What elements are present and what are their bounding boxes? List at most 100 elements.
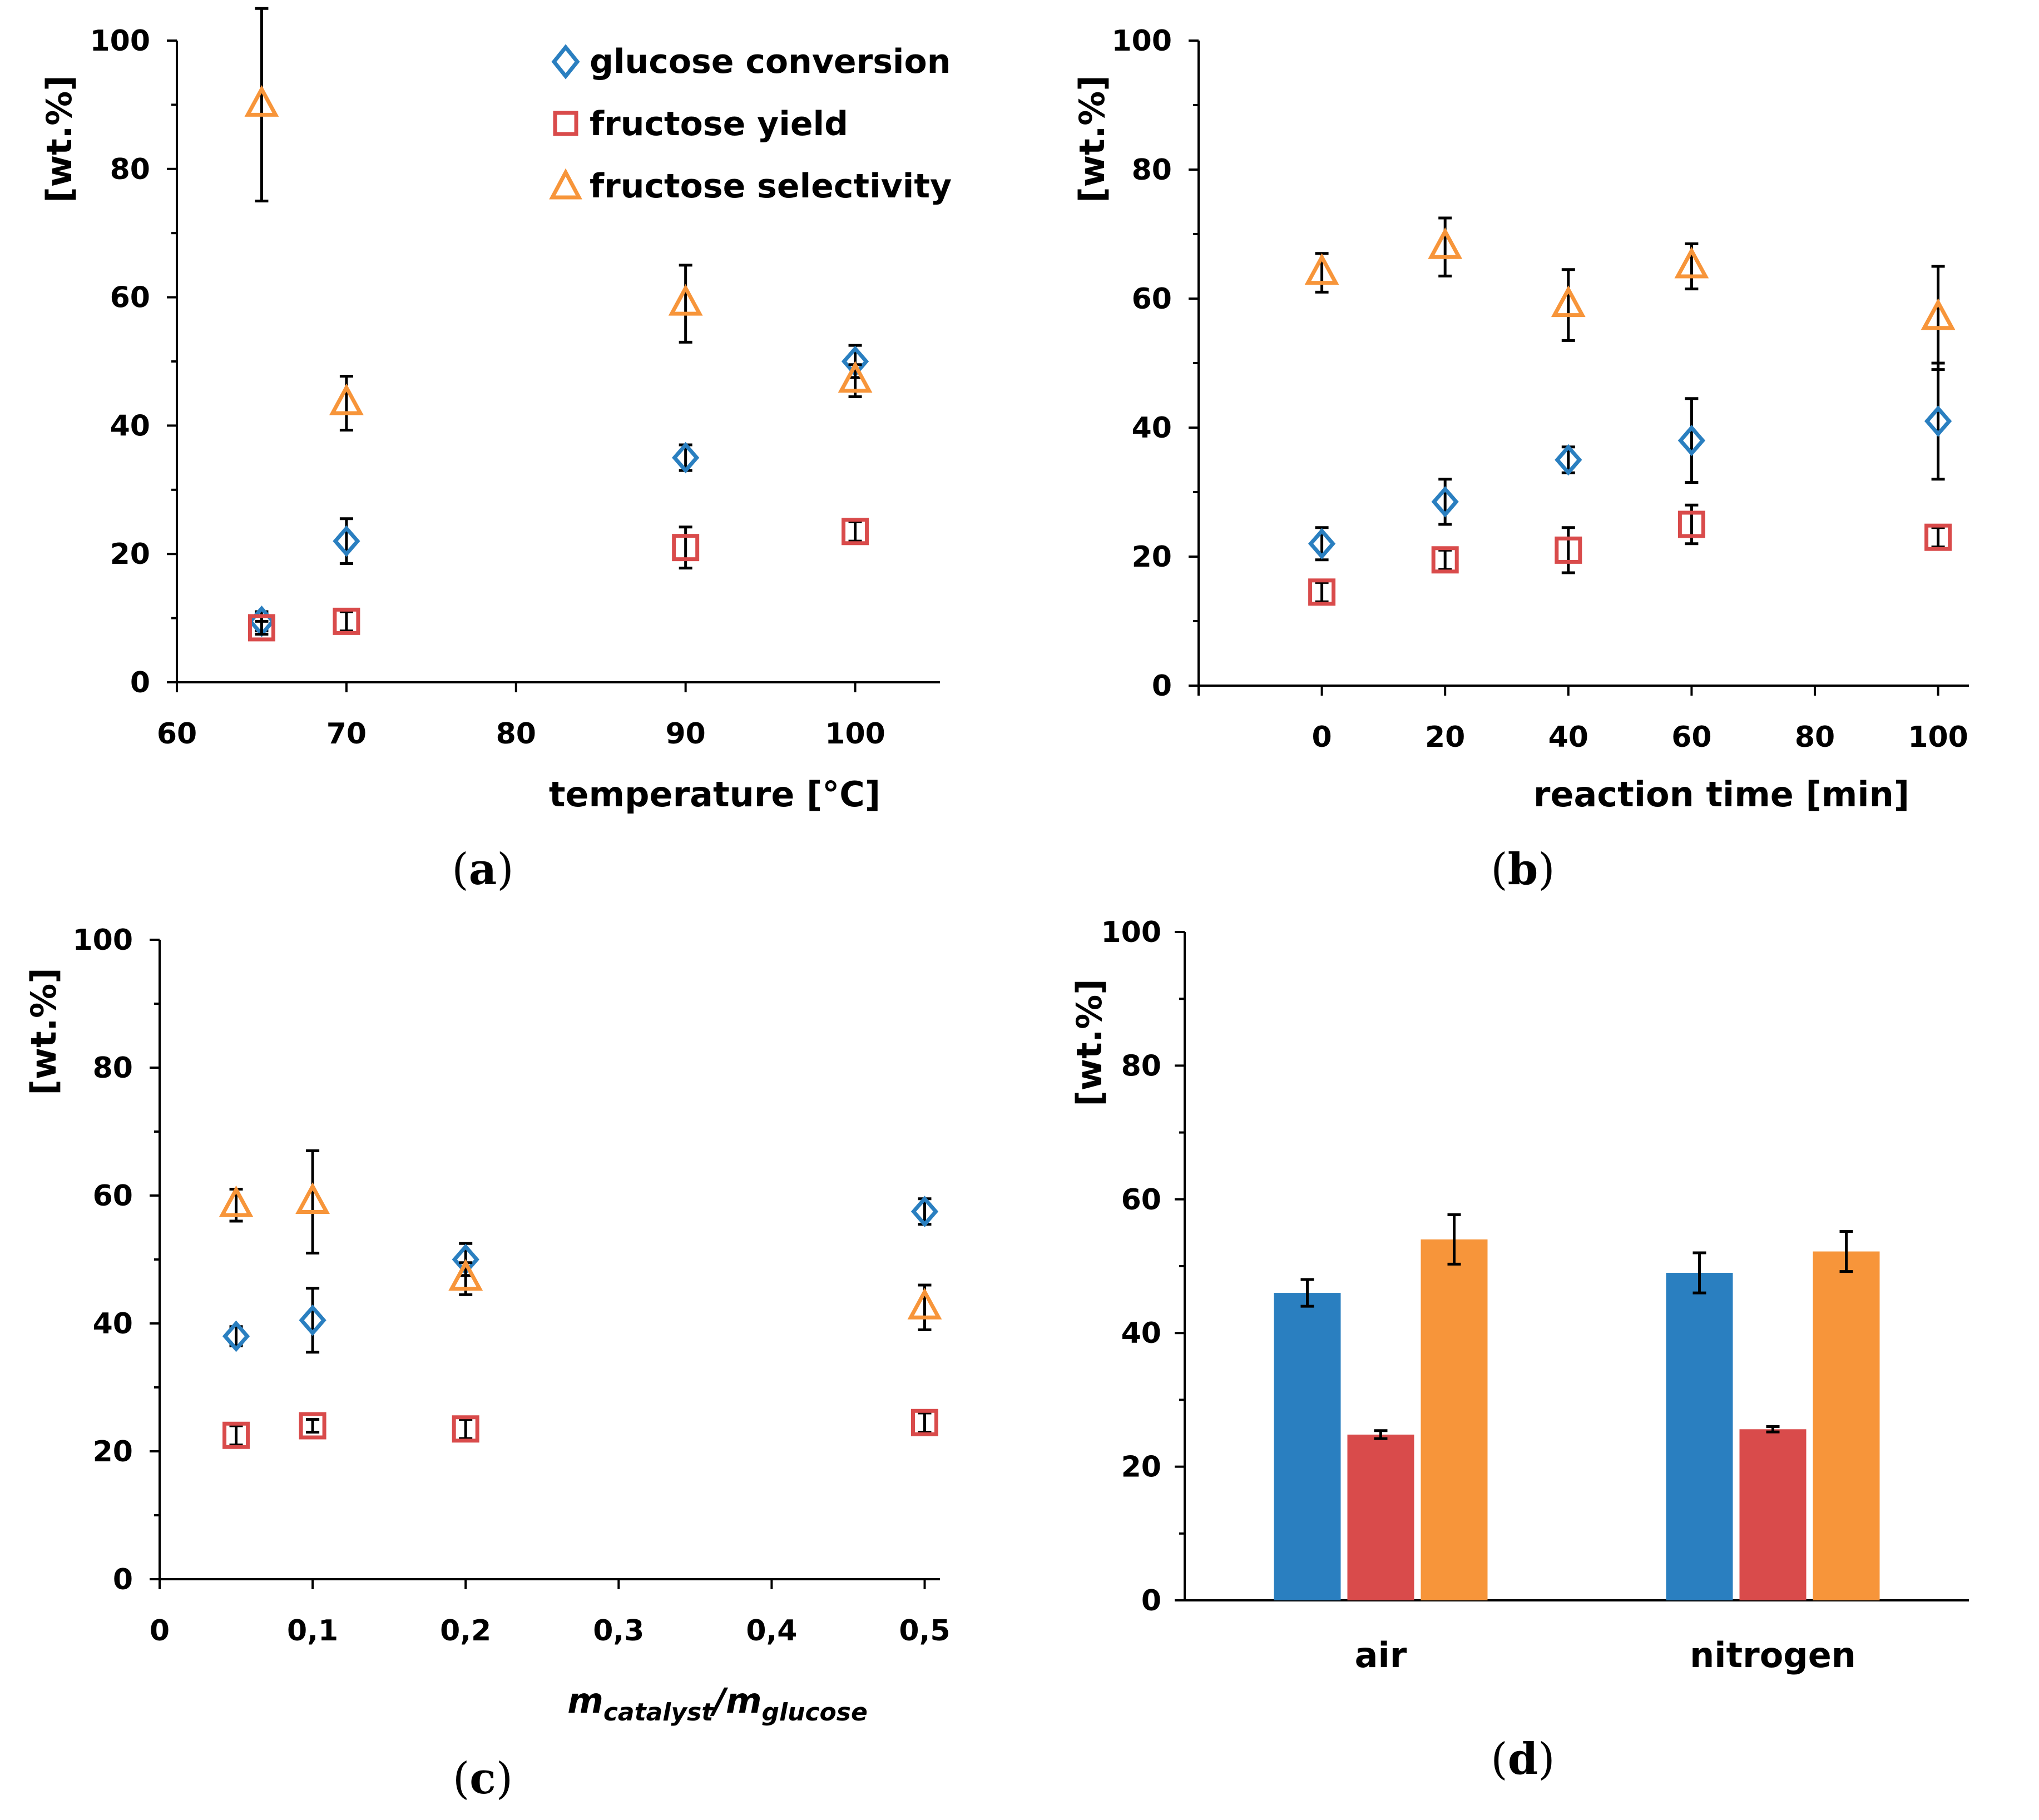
panel-d-bar-air-fructose-selectivity	[1421, 1239, 1488, 1600]
panel-b-axes: 0 20 40 60 80 100 0 20 40 60 80 100	[1111, 24, 1969, 754]
panel-b-y-tick-label: 100	[1111, 24, 1172, 58]
panel-c-axes: 0 20 40 60 80 100 0 0,1 0,2 0,3 0,4 0,5	[72, 924, 950, 1648]
panel-b-fructose-selectivity-point	[1921, 298, 1956, 330]
panel-b-glucose-conversion-point	[1924, 405, 1952, 437]
panel-c-x-tick-label: 0,2	[440, 1614, 491, 1648]
panel-d-bar-air-glucose-conversion	[1274, 1293, 1341, 1600]
panel-c-fructose-selectivity-point	[219, 1185, 254, 1217]
panel-d-y-tick-label: 0	[1141, 1584, 1161, 1618]
panel-a-fructose-selectivity-point	[838, 361, 873, 393]
panel-d-bar-chart: 0 20 40 60 80 100 air nitrogen [wt.%]	[1069, 916, 1969, 1675]
panel-a-fructose-selectivity-point	[668, 284, 703, 316]
legend: glucose conversion fructose yield fructo…	[549, 42, 952, 206]
panel-b-fructose-selectivity-point	[1674, 246, 1709, 279]
panel-a-glucose-conversion-point	[672, 442, 700, 474]
panel-c-marks	[219, 1149, 942, 1449]
panel-c-fructose-yield-point	[222, 1421, 250, 1449]
panel-label-c-letter: c	[469, 1753, 496, 1804]
panel-b-fructose-selectivity-point	[1551, 285, 1586, 318]
panel-c-y-tick-label: 100	[72, 924, 133, 957]
panel-a-x-tick-label: 80	[496, 717, 536, 751]
panel-d-bar-nitrogen-fructose-yield	[1739, 1429, 1807, 1600]
panel-c-fructose-selectivity-point	[907, 1287, 942, 1320]
panel-b-glucose-conversion-point	[1308, 528, 1336, 560]
panel-a-y-axis-title: [wt.%]	[39, 75, 80, 202]
panel-c-x-tick-label: 0,1	[287, 1614, 338, 1648]
panel-d-y-tick-label: 40	[1121, 1317, 1161, 1350]
panel-a-fructose-yield-point	[333, 607, 360, 635]
panel-b-x-tick-label: 40	[1548, 721, 1588, 754]
panel-a-x-tick-label: 100	[825, 717, 885, 751]
panel-d-category-label-air: air	[1355, 1635, 1407, 1675]
panel-c-fructose-yield-point	[452, 1415, 479, 1443]
panel-a-y-tick-label: 40	[110, 409, 150, 443]
legend-marker-diamond	[551, 44, 580, 80]
panel-b-marks	[1304, 216, 1956, 606]
panel-b-y-tick-label: 20	[1132, 540, 1172, 574]
panel-d-bar-air-fructose-yield	[1347, 1434, 1414, 1600]
panel-label-d: (d)	[1491, 1734, 1555, 1784]
panel-a-fructose-selectivity-point	[244, 85, 279, 117]
panel-label-c: (c)	[453, 1753, 513, 1804]
panel-c-x-tick-label: 0,5	[899, 1614, 950, 1648]
panel-b-glucose-conversion-point	[1555, 444, 1582, 476]
legend-marker-square	[553, 111, 578, 136]
panel-label-b: (b)	[1491, 844, 1555, 895]
panel-c-y-tick-label: 80	[93, 1052, 133, 1085]
panel-label-a: (a)	[452, 844, 513, 895]
panel-d-y-tick-label: 80	[1121, 1049, 1161, 1083]
panel-d-y-tick-label: 100	[1101, 916, 1161, 949]
panel-b-fructose-yield-point	[1677, 510, 1705, 538]
panel-b-y-tick-label: 80	[1132, 153, 1172, 187]
legend-item-fructose-yield: fructose yield	[553, 105, 848, 143]
panel-b-x-tick-label: 60	[1671, 721, 1711, 754]
panel-a-axes: 0 20 40 60 80 100 60 70 80 90 100	[90, 24, 940, 751]
legend-item-fructose-selectivity: fructose selectivity	[549, 167, 952, 206]
panel-b-x-tick-label: 80	[1795, 721, 1835, 754]
panel-d-marks	[1274, 1213, 1880, 1600]
legend-label-fructose-selectivity: fructose selectivity	[590, 167, 952, 206]
panel-b-x-tick-label: 0	[1312, 721, 1332, 754]
panel-c-scatter-plot: 0 20 40 60 80 100 0 0,1 0,2 0,3 0,4 0,5 mcatalyst/m…	[23, 924, 951, 1727]
panel-c-fructose-selectivity-point	[295, 1182, 330, 1214]
panel-a-fructose-yield-point	[672, 534, 700, 562]
panel-a-x-tick-label: 90	[665, 717, 705, 751]
panel-a-y-tick-label: 0	[130, 666, 150, 700]
panel-a-x-tick-label: 70	[326, 717, 367, 751]
panel-c-x-axis-title-sub1: catalyst	[603, 1698, 714, 1727]
panel-c-fructose-selectivity-point	[448, 1259, 483, 1291]
panel-b-y-tick-label: 40	[1132, 411, 1172, 445]
panel-c-x-axis-title-m1: m	[567, 1680, 603, 1721]
panel-a-scatter-plot: 0 20 40 60 80 100 60 70 80 90 100 temperature [°C]…	[39, 7, 952, 815]
panel-d-y-tick-label: 60	[1121, 1183, 1161, 1217]
panel-a-x-axis-title: temperature [°C]	[549, 774, 880, 815]
panel-b-y-tick-label: 0	[1152, 670, 1172, 703]
panel-b-x-tick-label: 100	[1908, 721, 1968, 754]
panel-a-fructose-yield-point	[842, 518, 869, 545]
panel-c-x-axis-title-sub2: glucose	[762, 1698, 868, 1727]
legend-item-glucose-conversion: glucose conversion	[551, 42, 951, 81]
panel-b-y-axis-title: [wt.%]	[1072, 75, 1112, 202]
panel-b-x-tick-label: 20	[1425, 721, 1465, 754]
panel-b-fructose-yield-point	[1431, 546, 1459, 574]
panel-c-y-axis-title: [wt.%]	[23, 968, 64, 1095]
panel-a-fructose-selectivity-point	[329, 383, 364, 415]
panel-c-y-tick-label: 40	[93, 1307, 133, 1341]
panel-d-y-tick-label: 20	[1121, 1451, 1161, 1484]
panel-b-y-tick-label: 60	[1132, 282, 1172, 316]
panel-c-y-tick-label: 0	[113, 1563, 133, 1596]
panel-a-y-tick-label: 60	[110, 281, 150, 315]
panel-a-y-tick-label: 80	[110, 153, 150, 186]
panel-b-x-axis-title: reaction time [min]	[1533, 774, 1909, 815]
panel-a-y-tick-label: 20	[110, 538, 150, 571]
panel-c-x-tick-label: 0,3	[593, 1614, 644, 1648]
legend-label-glucose-conversion: glucose conversion	[590, 42, 951, 81]
panel-label-a-letter: a	[469, 844, 497, 895]
panel-d-bar-nitrogen-fructose-selectivity	[1813, 1251, 1880, 1600]
panel-a-y-tick-label: 100	[90, 24, 150, 58]
panel-b-fructose-selectivity-point	[1304, 253, 1339, 285]
panel-c-x-axis-title-sep: /m	[710, 1680, 761, 1721]
panel-c-glucose-conversion-point	[299, 1304, 326, 1336]
panel-c-glucose-conversion-point	[910, 1196, 939, 1228]
panel-c-fructose-yield-point	[910, 1409, 938, 1436]
